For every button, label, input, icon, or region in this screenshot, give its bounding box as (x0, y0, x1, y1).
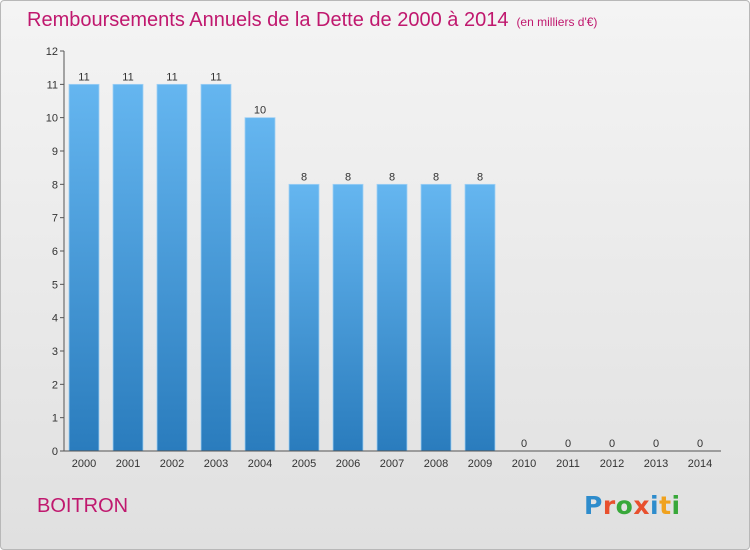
x-tick-label: 2008 (424, 458, 448, 470)
y-tick-label: 9 (52, 146, 58, 158)
bar (68, 83, 100, 452)
title-text: Remboursements Annuels de la Dette de 20… (27, 9, 509, 31)
y-tick-label: 2 (52, 379, 58, 391)
logo-letter: r (602, 491, 616, 520)
x-tick-label: 2003 (204, 458, 228, 470)
data-label: 0 (521, 438, 527, 450)
x-tick-label: 2007 (380, 458, 404, 470)
y-tick-label: 11 (47, 79, 58, 91)
bar (332, 183, 364, 452)
x-tick-label: 2004 (248, 458, 272, 470)
bar (200, 83, 232, 452)
proxiti-logo: Proxiti (584, 491, 681, 520)
data-label: 0 (565, 438, 571, 450)
x-tick-label: 2001 (116, 458, 140, 470)
x-tick-label: 2009 (468, 458, 492, 470)
x-tick-label: 2002 (160, 458, 184, 470)
y-tick-label: 3 (52, 346, 58, 358)
x-tick-label: 2010 (512, 458, 536, 470)
data-label: 8 (433, 171, 439, 183)
logo-letter: i (650, 491, 660, 520)
data-label: 11 (210, 71, 221, 83)
y-tick-label: 5 (52, 279, 58, 291)
data-label: 11 (166, 71, 177, 83)
logo-letter: t (659, 491, 672, 520)
y-tick-label: 10 (46, 113, 58, 125)
y-tick-label: 1 (52, 413, 58, 425)
x-tick-label: 2005 (292, 458, 316, 470)
data-label: 8 (389, 171, 395, 183)
bar (376, 183, 408, 452)
logo-letter: x (633, 491, 650, 520)
bar (420, 183, 452, 452)
bar (464, 183, 496, 452)
data-label: 11 (122, 71, 133, 83)
data-label: 8 (301, 171, 307, 183)
x-tick-label: 2012 (600, 458, 624, 470)
bar (288, 183, 320, 452)
logo-letter: o (615, 491, 634, 520)
y-tick-label: 7 (52, 213, 58, 225)
y-tick-label: 8 (52, 179, 58, 191)
y-tick-label: 6 (52, 246, 58, 258)
y-tick-label: 0 (52, 446, 58, 458)
y-tick-label: 12 (46, 46, 58, 58)
x-tick-label: 2014 (688, 458, 712, 470)
bar (112, 83, 144, 452)
bar (244, 117, 276, 452)
x-tick-label: 2006 (336, 458, 360, 470)
data-label: 11 (78, 71, 89, 83)
data-label: 8 (345, 171, 351, 183)
data-label: 0 (609, 438, 615, 450)
chart-title: Remboursements Annuels de la Dette de 20… (27, 9, 597, 32)
logo-letter: i (671, 491, 681, 520)
data-label: 0 (653, 438, 659, 450)
title-unit: (en milliers d'€) (516, 15, 598, 29)
x-tick-label: 2011 (556, 458, 580, 470)
data-label: 10 (254, 105, 266, 117)
logo-letter: P (584, 491, 603, 520)
y-tick-label: 4 (52, 313, 58, 325)
commune-name: BOITRON (37, 495, 129, 517)
x-tick-label: 2000 (72, 458, 96, 470)
x-tick-label: 2013 (644, 458, 668, 470)
data-label: 8 (477, 171, 483, 183)
bar (156, 83, 188, 452)
data-label: 0 (697, 438, 703, 450)
